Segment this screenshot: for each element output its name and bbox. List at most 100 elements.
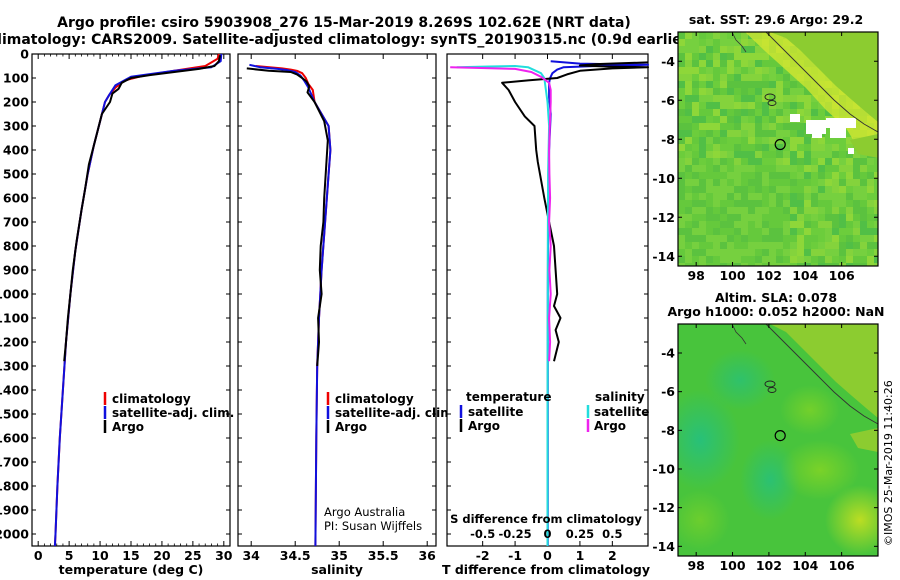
sst-pixel	[832, 158, 839, 165]
sst-pixel	[699, 179, 706, 186]
sst-pixel	[720, 130, 727, 137]
lon-tick-label: 102	[756, 268, 782, 283]
sst-pixel	[783, 102, 790, 109]
sst-pixel	[818, 165, 825, 172]
sst-pixel	[685, 249, 692, 256]
sst-map-title: sat. SST: 29.6 Argo: 29.2	[689, 12, 863, 27]
sst-pixel	[692, 200, 699, 207]
sst-pixel	[755, 179, 762, 186]
sst-pixel	[720, 32, 727, 39]
sst-pixel	[874, 158, 878, 165]
sst-pixel	[762, 263, 769, 266]
sst-pixel	[839, 235, 846, 242]
depth-tick-label: 0	[20, 47, 29, 62]
sst-pixel	[727, 221, 734, 228]
sst-pixel	[720, 242, 727, 249]
sst-pixel	[755, 207, 762, 214]
sst-pixel	[769, 60, 776, 67]
depth-tick-label: 500	[3, 167, 29, 182]
sst-pixel	[804, 263, 811, 266]
sst-pixel	[699, 172, 706, 179]
sst-pixel	[790, 256, 797, 263]
sst-pixel	[867, 256, 874, 263]
sst-pixel	[713, 74, 720, 81]
depth-tick-label: 2000	[0, 527, 29, 542]
sst-pixel	[860, 221, 867, 228]
sst-pixel	[755, 165, 762, 172]
x-tick-label: 1	[576, 548, 585, 563]
sst-pixel	[776, 123, 783, 130]
sst-pixel	[755, 221, 762, 228]
sst-pixel	[727, 137, 734, 144]
salinity-panel: 34 34.5 35 35.5 36 salinity climatology sate…	[237, 53, 457, 577]
sst-pixel	[699, 46, 706, 53]
sst-pixel	[713, 242, 720, 249]
argo-position-marker	[774, 430, 786, 442]
sst-pixel	[678, 172, 685, 179]
difference-axis-ticks: -2 -1 0 1 2	[476, 54, 617, 563]
temperature-axis-label: temperature (deg C)	[59, 562, 204, 577]
sst-pixel	[741, 165, 748, 172]
sst-pixel	[699, 165, 706, 172]
difference-panel: -2 -1 0 1 2 T difference from climatology S …	[442, 53, 650, 577]
sst-pixel	[692, 193, 699, 200]
sst-pixel	[839, 256, 846, 263]
sst-pixel	[804, 249, 811, 256]
sst-pixel	[776, 179, 783, 186]
sst-pixel	[839, 193, 846, 200]
sst-pixel	[713, 130, 720, 137]
sst-pixel	[706, 144, 713, 151]
sst-pixel	[874, 235, 878, 242]
sst-pixel	[734, 144, 741, 151]
sst-pixel	[818, 109, 825, 116]
sst-pixel	[741, 249, 748, 256]
sst-pixel	[720, 137, 727, 144]
sst-pixel	[783, 158, 790, 165]
sst-pixel	[769, 144, 776, 151]
sst-pixel	[748, 249, 755, 256]
sst-pixel	[748, 137, 755, 144]
sst-pixel	[727, 179, 734, 186]
sst-pixel	[727, 32, 734, 39]
sst-pixel	[699, 186, 706, 193]
sst-pixel	[755, 130, 762, 137]
sst-pixel	[720, 102, 727, 109]
sst-pixel	[734, 221, 741, 228]
sst-pixel	[867, 242, 874, 249]
sst-pixel	[825, 158, 832, 165]
x-tick-label: 5	[65, 548, 74, 563]
sst-pixel	[734, 88, 741, 95]
sst-pixel	[727, 102, 734, 109]
sst-pixel	[783, 74, 790, 81]
sst-pixel	[839, 214, 846, 221]
sst-pixel	[720, 151, 727, 158]
sst-pixel	[853, 207, 860, 214]
sst-pixel	[769, 256, 776, 263]
sst-pixel	[741, 81, 748, 88]
sst-pixel	[748, 172, 755, 179]
lon-tick-label: 98	[687, 268, 704, 283]
sst-pixel	[811, 109, 818, 116]
sst-pixel	[762, 249, 769, 256]
sst-pixel	[867, 158, 874, 165]
sst-pixel	[685, 88, 692, 95]
sst-pixel	[846, 228, 853, 235]
sst-pixel	[727, 263, 734, 266]
sst-pixel	[727, 60, 734, 67]
sst-pixel	[685, 109, 692, 116]
sst-pixel	[804, 109, 811, 116]
sst-pixel	[825, 109, 832, 116]
island-outline	[731, 32, 747, 53]
sst-pixel	[825, 207, 832, 214]
sst-pixel	[839, 186, 846, 193]
sst-pixel	[748, 158, 755, 165]
sst-pixel	[783, 144, 790, 151]
sst-pixel	[706, 39, 713, 46]
sst-pixel	[832, 235, 839, 242]
sst-pixel	[839, 144, 846, 151]
s-tick-label: 0	[543, 527, 551, 541]
sst-pixel	[720, 116, 727, 123]
sst-pixel	[811, 95, 818, 102]
sst-pixel	[804, 179, 811, 186]
sst-pixel	[874, 263, 878, 266]
